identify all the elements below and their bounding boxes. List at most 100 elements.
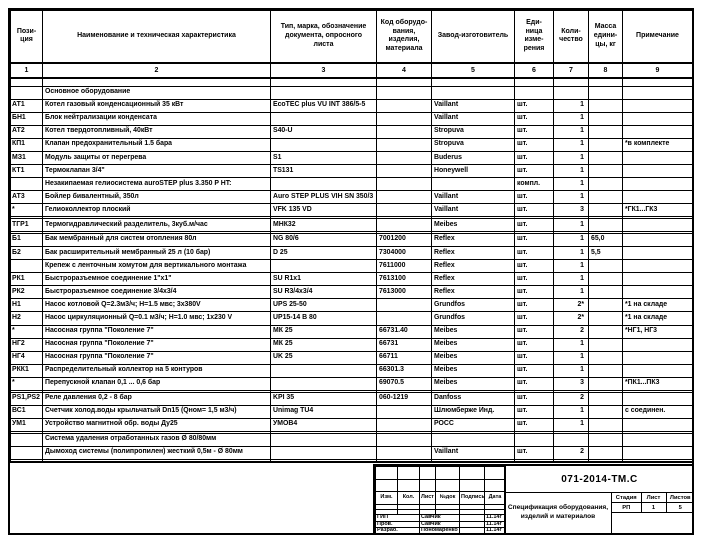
cell-pos: * — [10, 324, 43, 339]
cell-code — [376, 404, 432, 419]
revisions-table: Изм. Кол. Лист №док Подпись Дата ГИП Сав… — [375, 466, 506, 535]
cell-code: 7613100 — [376, 272, 432, 287]
cell-code — [376, 432, 432, 447]
cell-type — [270, 445, 377, 460]
col-podpis: Подпись — [459, 491, 485, 505]
cell-pos: Н1 — [10, 298, 43, 313]
cell-mass — [588, 285, 623, 300]
cell-code — [376, 164, 432, 179]
cell-manufacturer — [431, 432, 515, 447]
cell-manufacturer: Buderus — [431, 150, 515, 166]
cell-type — [270, 458, 377, 463]
spec-row: РК2 Быстроразъемное соединение 3/4х3/4 SU … — [10, 285, 693, 300]
cell-manufacturer — [431, 177, 515, 192]
cell-type — [270, 259, 377, 274]
cell-name: Быстроразъемное соединение 1"х1" — [42, 272, 271, 287]
cell-manufacturer: Vaillant — [431, 111, 515, 126]
cell-note — [622, 363, 693, 378]
column-header-1: Пози- ция — [10, 10, 43, 64]
cell-type: МК 25 — [270, 337, 377, 352]
cell-qty: 1 — [553, 164, 589, 179]
cell-mass — [588, 85, 623, 100]
document-title: Спецификация оборудования, изделий и мат… — [505, 493, 612, 533]
spec-row: Н2 Насос циркуляционный Q=0.1 м3/ч; Н=1.0… — [10, 311, 693, 326]
cell-unit — [514, 458, 554, 463]
cell-manufacturer: Danfoss — [431, 391, 515, 406]
signature-name: Пономаренко — [419, 527, 460, 535]
cell-code: 66711 — [376, 350, 432, 365]
column-number: 8 — [588, 62, 623, 79]
cell-mass — [588, 298, 623, 313]
signature-date: 11.14г — [484, 514, 506, 522]
signature-row: Разраб. Пономаренко 11.14г — [375, 527, 506, 535]
spec-row: НГ4 Насосная группа "Поколение 7" UK 25 667… — [10, 350, 693, 365]
cell-type: UPS 25-50 — [270, 298, 377, 313]
cell-unit: шт. — [514, 445, 554, 460]
cell-type: SU R1x1 — [270, 272, 377, 287]
cell-code — [376, 445, 432, 460]
cell-qty: 1 — [553, 111, 589, 126]
section-row: Система удаления отработанных газов Ø 80… — [10, 432, 693, 447]
sheet-label: Лист — [640, 493, 667, 503]
cell-unit: шт. — [514, 404, 554, 419]
cell-manufacturer: Stropuva — [431, 137, 515, 152]
cell-code: 7613000 — [376, 285, 432, 300]
cell-type — [270, 85, 377, 100]
cell-manufacturer: Vaillant — [431, 203, 515, 218]
cell-note — [622, 337, 693, 352]
cell-name: Блок нейтрализации конденсата — [42, 111, 271, 126]
cell-qty: 1 — [553, 232, 589, 247]
cell-code — [376, 190, 432, 205]
cell-note — [622, 98, 693, 113]
cell-unit: шт. — [514, 111, 554, 126]
cell-name: Насос котловой Q=2.3м3/ч; Н=1.5 мвс; 3х3… — [42, 298, 271, 313]
col-data: Дата — [484, 491, 506, 505]
cell-manufacturer: Reflex — [431, 245, 515, 261]
cell-manufacturer: Stropuva — [431, 124, 515, 139]
cell-manufacturer: Meibes — [431, 363, 515, 378]
cell-type: D 25 — [270, 245, 377, 261]
cell-pos: МЗ1 — [10, 150, 43, 166]
cell-type: УМОВ4 — [270, 417, 377, 432]
cell-manufacturer: Meibes — [431, 376, 515, 391]
cell-name: Насос циркуляционный Q=0.1 м3/ч; Н=1.0 м… — [42, 311, 271, 326]
cell-name: Насосная группа "Поколение 7" — [42, 337, 271, 352]
spec-row: Н1 Насос котловой Q=2.3м3/ч; Н=1.5 мвс; 3… — [10, 298, 693, 313]
column-number: 6 — [514, 62, 554, 79]
cell-name: Быстроразъемное соединение 3/4х3/4 — [42, 285, 271, 300]
cell-unit: шт. — [514, 350, 554, 365]
cell-type — [270, 111, 377, 126]
cell-pos: АТ1 — [10, 98, 43, 113]
sheets-value: 5 — [665, 502, 694, 513]
stage-label: Стадия — [612, 493, 642, 503]
cell-mass — [588, 432, 623, 447]
cell-type — [270, 137, 377, 152]
cell-manufacturer — [431, 458, 515, 463]
spec-row: НГ2 Насосная группа "Поколение 7" МК 25 667… — [10, 337, 693, 352]
cell-qty: 2* — [553, 311, 589, 326]
cell-manufacturer: Vaillant — [431, 445, 515, 460]
cell-name: Реле давления 0,2 - 8 бар — [42, 391, 271, 406]
cell-unit: шт. — [514, 218, 554, 233]
cell-name: Термогидравлический разделитель, 3куб.м/… — [42, 218, 271, 233]
cell-name: Незакипаемая гелиосистема auroSTEP plus … — [42, 177, 271, 192]
cell-mass — [588, 324, 623, 339]
cell-pos: ВС1 — [10, 404, 43, 419]
cell-pos: Н2 — [10, 311, 43, 326]
cell-note: с соединен. — [622, 404, 693, 419]
cell-manufacturer: Honeywell — [431, 164, 515, 179]
cell-mass — [588, 124, 623, 139]
cell-code — [376, 85, 432, 100]
sheets-label: Листов — [665, 493, 694, 503]
column-header-8: Масса едини- цы, кг — [588, 10, 623, 64]
cell-unit: шт. — [514, 311, 554, 326]
signature-row: ГИП Савчик 11.14г — [375, 514, 506, 522]
cell-name: Насосная группа "Поколение 7" — [42, 350, 271, 365]
cell-name: Перепускной клапан 0,1 ... 0,6 бар — [42, 376, 271, 391]
cell-qty: 1 — [553, 350, 589, 365]
cell-pos: КП1 — [10, 137, 43, 152]
column-number: 7 — [553, 62, 589, 79]
cell-pos — [10, 259, 43, 274]
revision-empty-row — [375, 466, 506, 480]
cell-manufacturer — [431, 85, 515, 100]
